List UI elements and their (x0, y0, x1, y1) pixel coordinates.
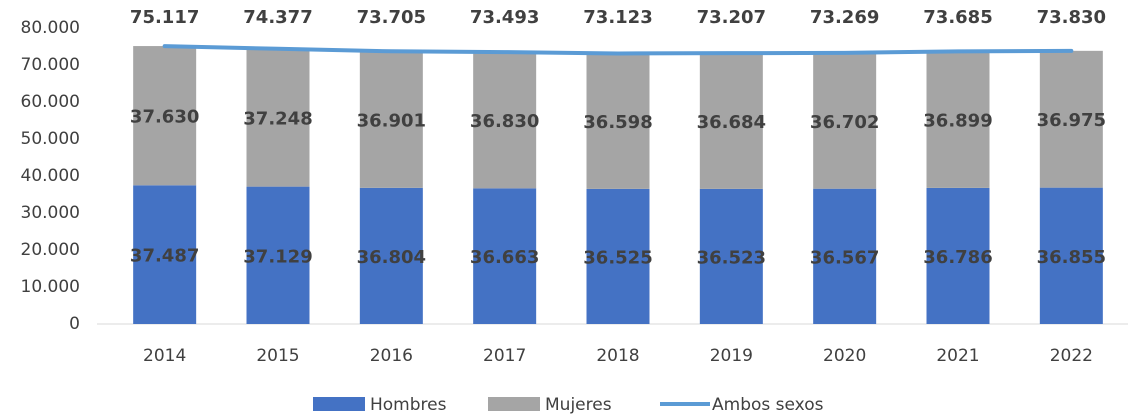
data-label: 37.630 (130, 107, 199, 128)
y-tick-label: 60.000 (21, 92, 80, 112)
data-label: 73.705 (357, 7, 426, 28)
bar-segment (246, 48, 310, 187)
x-tick-label: 2021 (936, 346, 979, 366)
y-tick-label: 80.000 (21, 18, 80, 38)
bar-segment (926, 187, 990, 324)
legend-swatch (313, 397, 365, 411)
x-tick-label: 2016 (370, 346, 413, 366)
data-label: 36.899 (923, 111, 992, 132)
data-label: 36.855 (1037, 247, 1106, 268)
legend-label: Ambos sexos (712, 395, 824, 414)
bar-segment (473, 52, 537, 189)
y-tick-label: 0 (69, 314, 80, 334)
data-label: 37.129 (243, 246, 312, 267)
line-series (162, 44, 1074, 56)
x-tick-label: 2014 (143, 346, 186, 366)
legend-label: Mujeres (545, 395, 612, 414)
bar-segment (1039, 50, 1103, 188)
data-label: 37.487 (130, 246, 199, 267)
bar-segment (359, 51, 423, 188)
bar-segment (359, 187, 423, 324)
data-label: 36.975 (1037, 110, 1106, 131)
legend-swatch (488, 397, 540, 411)
data-label: 36.523 (697, 247, 766, 268)
bar-segment (1039, 187, 1103, 324)
y-tick-label: 20.000 (21, 240, 80, 260)
x-tick-label: 2015 (256, 346, 299, 366)
x-tick-label: 2017 (483, 346, 526, 366)
x-tick-label: 2022 (1050, 346, 1093, 366)
data-label: 73.493 (470, 7, 539, 28)
data-label: 36.901 (357, 111, 426, 132)
data-label: 36.567 (810, 247, 879, 268)
bar-segment (246, 186, 310, 324)
y-tick-label: 70.000 (21, 55, 80, 75)
y-tick-label: 30.000 (21, 203, 80, 223)
data-label: 73.269 (810, 7, 879, 28)
x-tick-label: 2020 (823, 346, 866, 366)
bar-segment (699, 188, 763, 324)
data-label: 37.248 (243, 109, 312, 130)
bar-segment (813, 52, 877, 189)
y-tick-label: 50.000 (21, 129, 80, 149)
data-label: 36.598 (583, 112, 652, 133)
bar-segment (813, 188, 877, 324)
data-label: 36.525 (583, 247, 652, 268)
data-label: 36.684 (697, 112, 766, 133)
bar-segment (699, 53, 763, 189)
bar-segment (586, 53, 650, 189)
data-label: 74.377 (243, 7, 312, 28)
x-tick-label: 2019 (710, 346, 753, 366)
bar-segment (586, 188, 650, 324)
data-label: 73.207 (697, 7, 766, 28)
x-tick-label: 2018 (596, 346, 639, 366)
bar-segment (133, 185, 197, 324)
data-label: 73.830 (1037, 7, 1106, 28)
data-label: 36.786 (923, 247, 992, 268)
y-tick-label: 40.000 (21, 166, 80, 186)
legend-label: Hombres (370, 395, 447, 414)
data-label: 73.123 (583, 7, 652, 28)
bar-segment (473, 188, 537, 324)
bar-segment (926, 51, 990, 188)
data-label: 75.117 (130, 7, 199, 28)
bar-segment (133, 46, 197, 186)
y-tick-label: 10.000 (21, 277, 80, 297)
data-label: 73.685 (923, 7, 992, 28)
data-label: 36.702 (810, 112, 879, 133)
data-label: 36.663 (470, 247, 539, 268)
data-label: 36.830 (470, 111, 539, 132)
data-label: 36.804 (357, 247, 426, 268)
